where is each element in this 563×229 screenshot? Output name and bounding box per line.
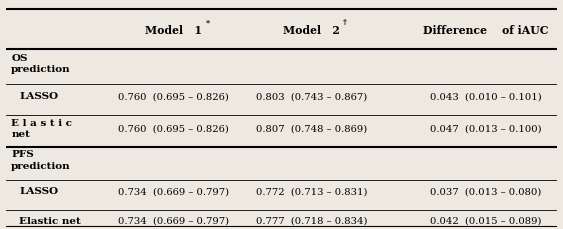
Text: 0.037  (0.013 – 0.080): 0.037 (0.013 – 0.080) — [430, 187, 542, 196]
Text: 0.043  (0.010 – 0.101): 0.043 (0.010 – 0.101) — [430, 93, 542, 101]
Text: 0.047  (0.013 – 0.100): 0.047 (0.013 – 0.100) — [430, 125, 542, 134]
Text: 0.760  (0.695 – 0.826): 0.760 (0.695 – 0.826) — [118, 125, 229, 134]
Text: OS
prediction: OS prediction — [11, 54, 71, 74]
Text: E l a s t i c
net: E l a s t i c net — [11, 119, 72, 139]
Text: Model   2: Model 2 — [283, 25, 340, 36]
Text: LASSO: LASSO — [19, 187, 59, 196]
Text: 0.807  (0.748 – 0.869): 0.807 (0.748 – 0.869) — [256, 125, 368, 134]
Text: LASSO: LASSO — [19, 93, 59, 101]
Text: 0.803  (0.743 – 0.867): 0.803 (0.743 – 0.867) — [256, 93, 368, 101]
Text: *: * — [205, 19, 209, 27]
Text: PFS
prediction: PFS prediction — [11, 150, 71, 171]
Text: 0.760  (0.695 – 0.826): 0.760 (0.695 – 0.826) — [118, 93, 229, 101]
Text: 0.777  (0.718 – 0.834): 0.777 (0.718 – 0.834) — [256, 217, 368, 226]
Text: †: † — [343, 19, 347, 27]
Text: 0.042  (0.015 – 0.089): 0.042 (0.015 – 0.089) — [430, 217, 542, 226]
Text: 0.734  (0.669 – 0.797): 0.734 (0.669 – 0.797) — [118, 187, 230, 196]
Text: 0.734  (0.669 – 0.797): 0.734 (0.669 – 0.797) — [118, 217, 230, 226]
Text: Difference    of iAUC: Difference of iAUC — [423, 25, 548, 36]
Text: Elastic net: Elastic net — [19, 217, 81, 226]
Text: Model   1: Model 1 — [145, 25, 203, 36]
Text: 0.772  (0.713 – 0.831): 0.772 (0.713 – 0.831) — [256, 187, 368, 196]
